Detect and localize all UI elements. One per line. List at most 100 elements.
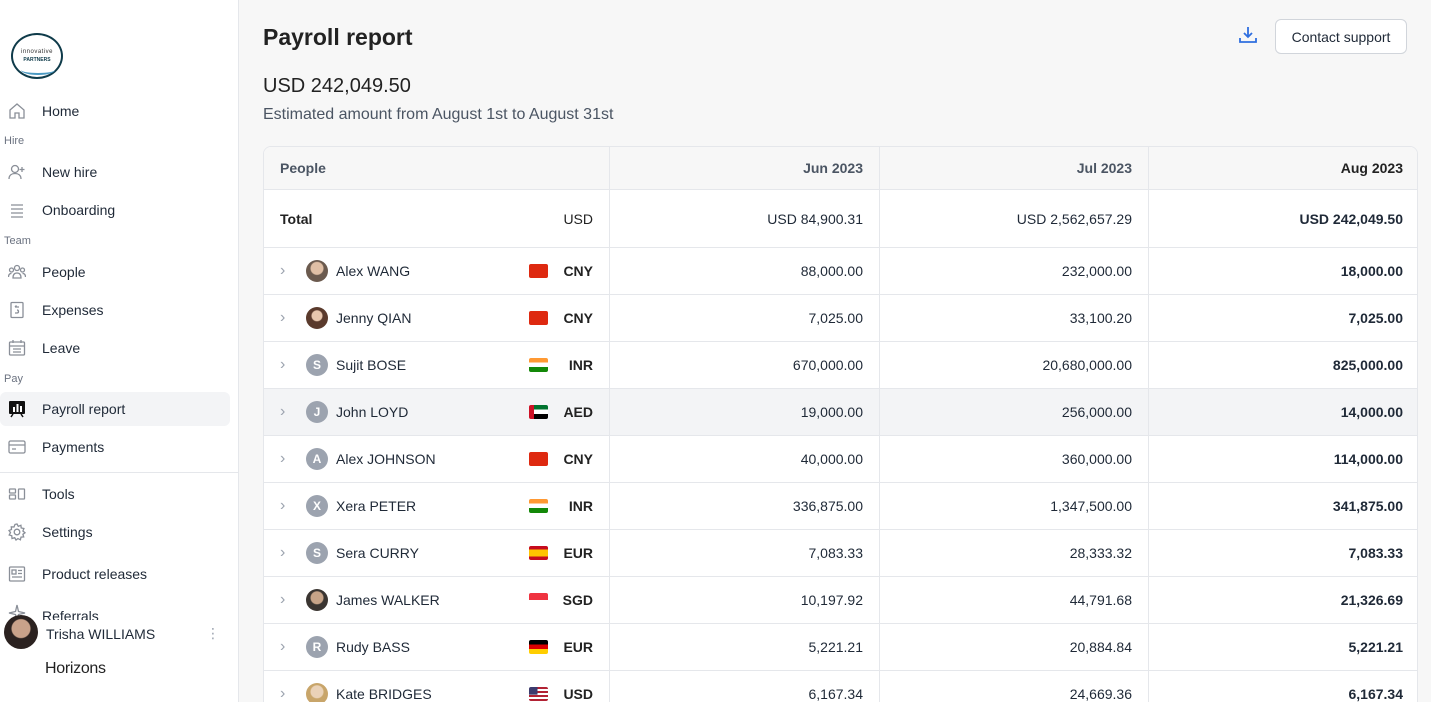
table-row[interactable]: › R Rudy BASS EUR 5,221.21 20,884.84 5,2… (264, 624, 1417, 671)
contact-support-button[interactable]: Contact support (1275, 19, 1407, 54)
column-header-jun[interactable]: Jun 2023 (610, 147, 880, 189)
section-label-team: Team (4, 235, 31, 247)
table-row[interactable]: › S Sujit BOSE INR 670,000.00 20,680,000… (264, 342, 1417, 389)
sidebar-item-leave[interactable]: Leave (0, 331, 230, 365)
sidebar-item-expenses[interactable]: Expenses (0, 293, 230, 327)
person-name[interactable]: Alex JOHNSON (336, 451, 436, 467)
sidebar-item-label: People (42, 264, 86, 280)
amount-aug: 6,167.34 (1348, 686, 1404, 702)
sidebar-item-tools[interactable]: Tools (0, 477, 230, 511)
person-name[interactable]: Xera PETER (336, 498, 417, 514)
sidebar-item-payments[interactable]: Payments (0, 430, 230, 464)
column-header-people[interactable]: People (264, 147, 610, 189)
download-icon[interactable] (1238, 25, 1258, 45)
sidebar-item-payroll-report[interactable]: Payroll report (0, 392, 230, 426)
total-row: Total USD USD 84,900.31 USD 2,562,657.29… (264, 190, 1417, 248)
receipt-icon (8, 301, 26, 319)
chevron-right-icon[interactable]: › (280, 544, 286, 561)
amount-jun: 336,875.00 (610, 483, 880, 529)
person-name[interactable]: Sera CURRY (336, 545, 419, 561)
table-header: People Jun 2023 Jul 2023 Aug 2023 (264, 147, 1417, 190)
table-row[interactable]: › J John LOYD AED 19,000.00 256,000.00 1… (264, 389, 1417, 436)
amount-aug: 7,083.33 (1348, 545, 1404, 561)
table-row[interactable]: › A Alex JOHNSON CNY 40,000.00 360,000.0… (264, 436, 1417, 483)
flag-in-icon (529, 499, 548, 513)
currency-code: INR (568, 357, 593, 373)
total-jun: USD 84,900.31 (610, 190, 880, 247)
person-name[interactable]: Kate BRIDGES (336, 686, 432, 702)
chevron-right-icon[interactable]: › (280, 356, 286, 373)
currency-code: CNY (563, 310, 593, 326)
sidebar-item-product-releases[interactable]: Product releases (0, 557, 230, 591)
sidebar-item-settings[interactable]: Settings (0, 515, 230, 549)
amount-jul: 256,000.00 (880, 389, 1149, 435)
amount-aug: 18,000.00 (1340, 263, 1403, 279)
total-label-cell: Total USD (264, 190, 610, 247)
person-name[interactable]: Sujit BOSE (336, 357, 407, 373)
sidebar-item-onboarding[interactable]: Onboarding (0, 193, 230, 227)
column-header-jul[interactable]: Jul 2023 (880, 147, 1149, 189)
person-name[interactable]: John LOYD (336, 404, 409, 420)
column-header-aug[interactable]: Aug 2023 (1340, 160, 1403, 176)
table-row[interactable]: › Alex WANG CNY 88,000.00 232,000.00 18,… (264, 248, 1417, 295)
amount-aug: 7,025.00 (1348, 310, 1404, 326)
person-cell: › X Xera PETER INR (264, 483, 610, 529)
table-row[interactable]: › James WALKER SGD 10,197.92 44,791.68 2… (264, 577, 1417, 624)
total-currency: USD (563, 210, 593, 227)
chevron-right-icon[interactable]: › (280, 403, 286, 420)
user-menu[interactable]: Trisha WILLIAMS ⋮ (4, 615, 234, 651)
sidebar-item-referrals[interactable]: Referrals (0, 600, 230, 620)
sidebar-item-home[interactable]: Home (0, 94, 230, 128)
logo-arc (21, 65, 55, 75)
amount-jul: 28,333.32 (880, 530, 1149, 576)
amount-jun: 40,000.00 (610, 436, 880, 482)
flag-sg-icon (529, 593, 548, 607)
table-row[interactable]: › X Xera PETER INR 336,875.00 1,347,500.… (264, 483, 1417, 530)
avatar: R (306, 636, 328, 658)
avatar (306, 260, 328, 282)
amount-aug: 14,000.00 (1340, 404, 1403, 420)
sidebar-item-label: Onboarding (42, 202, 116, 218)
person-name[interactable]: Alex WANG (336, 263, 411, 279)
flag-us-icon (529, 687, 548, 701)
person-cell: › S Sera CURRY EUR (264, 530, 610, 576)
sidebar-item-label: Settings (42, 524, 93, 540)
sidebar-item-label: Payroll report (42, 401, 126, 417)
company-logo[interactable]: innovative PARTNERS (11, 33, 63, 79)
person-name[interactable]: Rudy BASS (336, 639, 410, 655)
avatar: A (306, 448, 328, 470)
amount-jun: 19,000.00 (610, 389, 880, 435)
amount-jul: 232,000.00 (880, 248, 1149, 294)
chevron-right-icon[interactable]: › (280, 262, 286, 279)
sidebar-item-label: Product releases (42, 566, 148, 582)
chevron-right-icon[interactable]: › (280, 638, 286, 655)
chevron-right-icon[interactable]: › (280, 309, 286, 326)
person-cell: › J John LOYD AED (264, 389, 610, 435)
amount-aug: 21,326.69 (1340, 592, 1403, 608)
flag-es-icon (529, 546, 548, 560)
flag-de-icon (529, 640, 548, 654)
tools-icon (8, 485, 26, 503)
person-name[interactable]: James WALKER (336, 592, 440, 608)
flag-cn-icon (529, 311, 548, 325)
chevron-right-icon[interactable]: › (280, 591, 286, 608)
add-user-icon (8, 163, 26, 181)
list-icon (8, 201, 26, 219)
flag-in-icon (529, 358, 548, 372)
table-row[interactable]: › Jenny QIAN CNY 7,025.00 33,100.20 7,02… (264, 295, 1417, 342)
avatar (4, 615, 38, 649)
table-row[interactable]: › S Sera CURRY EUR 7,083.33 28,333.32 7,… (264, 530, 1417, 577)
amount-jul: 1,347,500.00 (880, 483, 1149, 529)
payroll-table: People Jun 2023 Jul 2023 Aug 2023 Total … (263, 146, 1418, 702)
amount-jun: 7,083.33 (610, 530, 880, 576)
amount-jul: 44,791.68 (880, 577, 1149, 623)
person-name[interactable]: Jenny QIAN (336, 310, 412, 326)
person-cell: › Jenny QIAN CNY (264, 295, 610, 341)
chevron-right-icon[interactable]: › (280, 497, 286, 514)
chevron-right-icon[interactable]: › (280, 450, 286, 467)
sidebar-item-people[interactable]: People (0, 255, 230, 289)
table-row[interactable]: › Kate BRIDGES USD 6,167.34 24,669.36 6,… (264, 671, 1417, 702)
kebab-icon[interactable]: ⋮ (206, 625, 220, 641)
chevron-right-icon[interactable]: › (280, 685, 286, 702)
sidebar-item-new-hire[interactable]: New hire (0, 155, 230, 189)
